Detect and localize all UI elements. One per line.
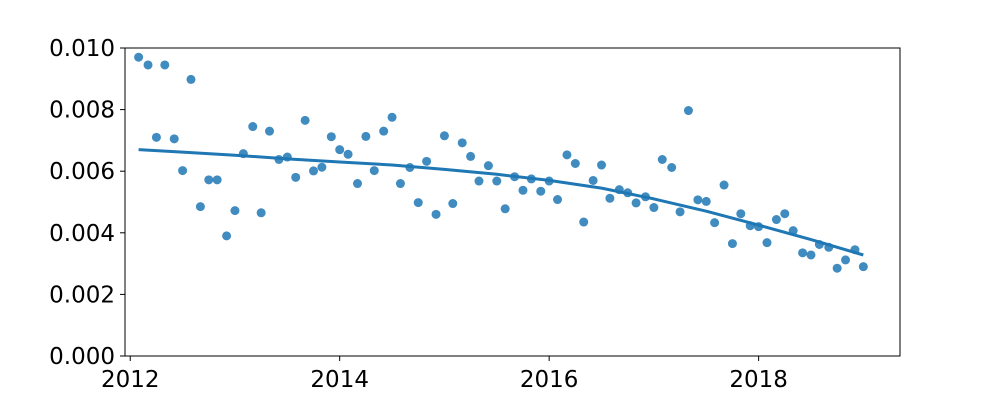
data-point	[500, 204, 510, 214]
data-point	[178, 166, 188, 176]
data-point	[317, 162, 327, 172]
plot-area-frame	[124, 47, 901, 357]
data-point	[657, 154, 667, 164]
data-point	[710, 218, 720, 228]
data-point	[256, 208, 266, 218]
data-point	[466, 151, 476, 161]
data-point	[326, 132, 336, 142]
data-point	[762, 238, 772, 248]
data-point	[806, 250, 816, 260]
data-point	[518, 185, 528, 195]
data-point	[483, 161, 493, 171]
data-point	[579, 217, 589, 227]
data-point	[431, 209, 441, 219]
data-point	[143, 60, 153, 70]
trend-line	[138, 148, 864, 257]
data-point	[693, 195, 703, 205]
data-point	[387, 112, 397, 122]
data-point	[300, 115, 310, 125]
y-tick-label: 0.010	[49, 36, 115, 62]
data-point	[474, 176, 484, 186]
x-tick-label: 2012	[101, 367, 160, 393]
data-point	[832, 263, 842, 273]
data-point	[701, 196, 711, 206]
data-point	[291, 172, 301, 182]
data-point	[134, 52, 144, 62]
data-point	[439, 131, 449, 141]
data-point	[379, 126, 389, 136]
data-point	[631, 198, 641, 208]
data-point	[736, 209, 746, 219]
data-point	[160, 60, 170, 70]
y-axis: 0.000 0.002 0.004 0.006 0.008 0.010	[49, 36, 125, 370]
y-tick-label: 0.002	[49, 282, 115, 308]
data-point	[457, 138, 467, 148]
y-tick-label: 0.008	[49, 98, 115, 124]
data-point	[422, 156, 432, 166]
data-point	[230, 206, 240, 216]
data-point	[553, 195, 563, 205]
y-tick-label: 0.006	[49, 159, 115, 185]
data-point	[588, 175, 598, 185]
data-point	[605, 193, 615, 203]
trend-line-group	[138, 148, 864, 257]
data-point	[335, 145, 345, 155]
data-point	[570, 159, 580, 168]
data-point	[353, 179, 362, 189]
data-point	[186, 74, 196, 84]
data-point	[780, 209, 790, 219]
data-point	[667, 163, 677, 173]
data-point	[597, 160, 607, 170]
data-point	[675, 207, 685, 217]
data-point	[169, 134, 179, 144]
x-tick-label: 2014	[310, 367, 369, 393]
data-point	[719, 180, 729, 190]
data-point	[369, 166, 379, 176]
x-tick-label: 2018	[729, 367, 788, 393]
data-point	[204, 175, 214, 185]
data-point	[361, 131, 371, 141]
data-point	[562, 150, 572, 160]
data-point	[212, 175, 222, 185]
data-point	[343, 149, 353, 159]
data-point	[395, 179, 405, 189]
x-axis: 2012 2014 2016 2018	[101, 356, 788, 393]
x-tick-label: 2016	[520, 367, 579, 393]
y-tick-label: 0.004	[49, 221, 115, 247]
data-point	[536, 186, 546, 196]
data-point	[492, 176, 502, 186]
data-point	[265, 126, 275, 136]
data-point	[309, 166, 319, 176]
data-point	[448, 199, 458, 209]
data-point	[727, 239, 737, 249]
data-point	[841, 255, 851, 265]
y-tick-label: 0.000	[49, 344, 115, 370]
data-point	[413, 198, 423, 208]
data-point	[858, 262, 868, 272]
data-points	[134, 52, 868, 273]
data-point	[195, 202, 205, 212]
data-point	[222, 231, 232, 241]
data-point	[248, 122, 258, 132]
data-point	[771, 215, 781, 225]
data-point	[683, 106, 693, 116]
data-point	[649, 203, 659, 213]
data-point	[798, 248, 808, 258]
data-point	[151, 132, 161, 142]
